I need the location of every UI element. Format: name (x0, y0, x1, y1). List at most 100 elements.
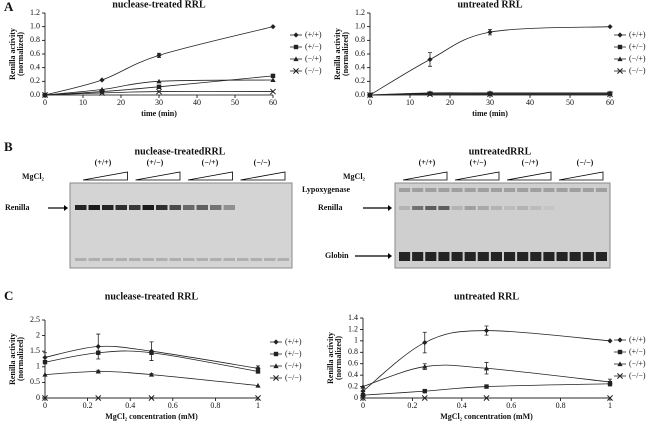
wedge (402, 171, 448, 181)
legend-label: (−/−) (629, 371, 646, 380)
wedge (135, 171, 181, 181)
gel-band (517, 252, 529, 261)
marker (149, 350, 154, 355)
gel-group: (+/+) (419, 158, 436, 167)
band-label: Renilla (5, 203, 29, 212)
x-tick-label: 10 (406, 98, 414, 107)
gel (69, 182, 293, 269)
wedge (558, 171, 604, 181)
series-line (362, 383, 611, 396)
y-tick-label: 0.0 (30, 90, 40, 99)
gel-band (517, 188, 529, 192)
gel-band (490, 188, 502, 192)
gel-lanes (399, 188, 607, 261)
gel-band (569, 188, 581, 192)
series-line (44, 350, 259, 372)
gel-band (569, 252, 581, 261)
marker (42, 92, 48, 98)
legend-marker (617, 337, 623, 343)
gel-band (556, 252, 568, 261)
gel-band (88, 205, 100, 210)
y-tick-label: 0.4 (348, 370, 358, 379)
y-tick-label: 1 (354, 336, 358, 345)
gel-band (210, 205, 222, 210)
legend-label: (+/+) (629, 30, 646, 39)
legend-label: (+/−) (629, 42, 646, 51)
gel-band (115, 258, 127, 261)
x-tick-label: 1 (256, 401, 260, 410)
x-tick-label: 0.4 (457, 401, 467, 410)
legend-label: (−/+) (629, 359, 646, 368)
marker (95, 395, 102, 401)
legend-marker (617, 44, 623, 50)
y-axis-label: (normalized) (16, 32, 25, 76)
legend-label: (−/+) (305, 54, 322, 63)
legend-label: (+/−) (305, 42, 322, 51)
x-tick-label: 0.8 (556, 401, 566, 410)
x-tick-label: 0 (43, 401, 47, 410)
wedge (506, 171, 552, 181)
x-tick-label: 0 (43, 98, 47, 107)
gel-band (490, 206, 502, 210)
y-axis-label: Renilla activity (8, 333, 17, 385)
gel-band (412, 188, 424, 192)
x-tick-label: 0.6 (168, 401, 178, 410)
marker (270, 77, 276, 83)
marker (99, 86, 105, 92)
y-tick-label: 0.4 (30, 62, 40, 71)
marker (422, 339, 428, 346)
gel-band (223, 258, 235, 261)
gel-band (88, 258, 100, 261)
x-tick-label: 0.2 (83, 401, 93, 410)
gel-band (102, 258, 114, 261)
x-axis-label: time (min) (141, 109, 177, 118)
gel-band (556, 188, 568, 192)
legend-label: (+/+) (285, 337, 302, 346)
gel-band (490, 252, 502, 261)
gel-band (102, 205, 114, 210)
y-tick-label: 2 (36, 330, 40, 339)
gel-band (399, 206, 411, 210)
panel-label: A (4, 0, 14, 14)
series-line (369, 26, 611, 96)
gel-band (504, 188, 516, 192)
gel-band (543, 252, 555, 261)
legend-marker (617, 56, 623, 62)
panel-label: C (4, 288, 13, 303)
marker (487, 29, 493, 35)
legend-label: (−/+) (285, 361, 302, 370)
gel-band (438, 188, 450, 192)
wedge (187, 171, 233, 181)
gel-band (504, 206, 516, 210)
charts: nuclease-treated RRL 0.0 0.2 0.4 0.6 0.8 1.0 1.… (8, 0, 646, 421)
gel-band (530, 188, 542, 192)
gel-band (582, 188, 594, 192)
y-tick-label: 2.5 (30, 315, 40, 324)
y-tick-label: 0.2 (355, 76, 365, 85)
marker (484, 384, 489, 389)
chart-title: nuclease-treated RRL (105, 291, 199, 302)
gel-band (582, 252, 594, 261)
marker (42, 395, 48, 401)
series-line (369, 93, 610, 96)
gel-band (264, 258, 276, 261)
x-tick-label: 40 (526, 98, 534, 107)
marker (42, 354, 48, 361)
legend-marker (273, 351, 279, 357)
gel-band (425, 206, 437, 210)
gel-group: (−/−) (254, 158, 271, 167)
marker (483, 365, 490, 371)
gel-band (156, 258, 168, 261)
legend-marker (293, 56, 299, 62)
x-tick-label: 30 (155, 98, 163, 107)
gel-band (142, 205, 154, 210)
x-tick-label: 40 (193, 98, 201, 107)
marker (487, 90, 493, 96)
marker (607, 90, 613, 96)
legend-marker (293, 32, 299, 38)
y-tick-label: 1.5 (30, 346, 40, 355)
gel-band (412, 206, 424, 210)
y-axis-label: Renilla activity (8, 28, 17, 80)
gel-group: (−/+) (202, 158, 219, 167)
legend-label: (+/+) (629, 335, 646, 344)
